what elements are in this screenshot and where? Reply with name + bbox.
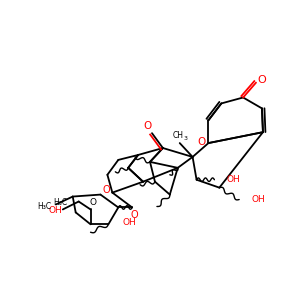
Text: O: O — [130, 210, 138, 220]
Text: H₃C: H₃C — [37, 202, 51, 211]
Text: OH: OH — [226, 175, 240, 184]
Text: O: O — [89, 198, 96, 207]
Text: CH: CH — [172, 130, 183, 140]
Text: O: O — [197, 137, 206, 147]
Text: OH: OH — [122, 218, 136, 227]
Text: OH: OH — [251, 195, 265, 204]
Text: O: O — [143, 121, 151, 131]
Text: 3: 3 — [184, 136, 188, 141]
Text: H₃C: H₃C — [53, 198, 67, 207]
Text: OH: OH — [48, 206, 62, 215]
Text: O: O — [103, 184, 110, 195]
Text: O: O — [258, 75, 266, 85]
